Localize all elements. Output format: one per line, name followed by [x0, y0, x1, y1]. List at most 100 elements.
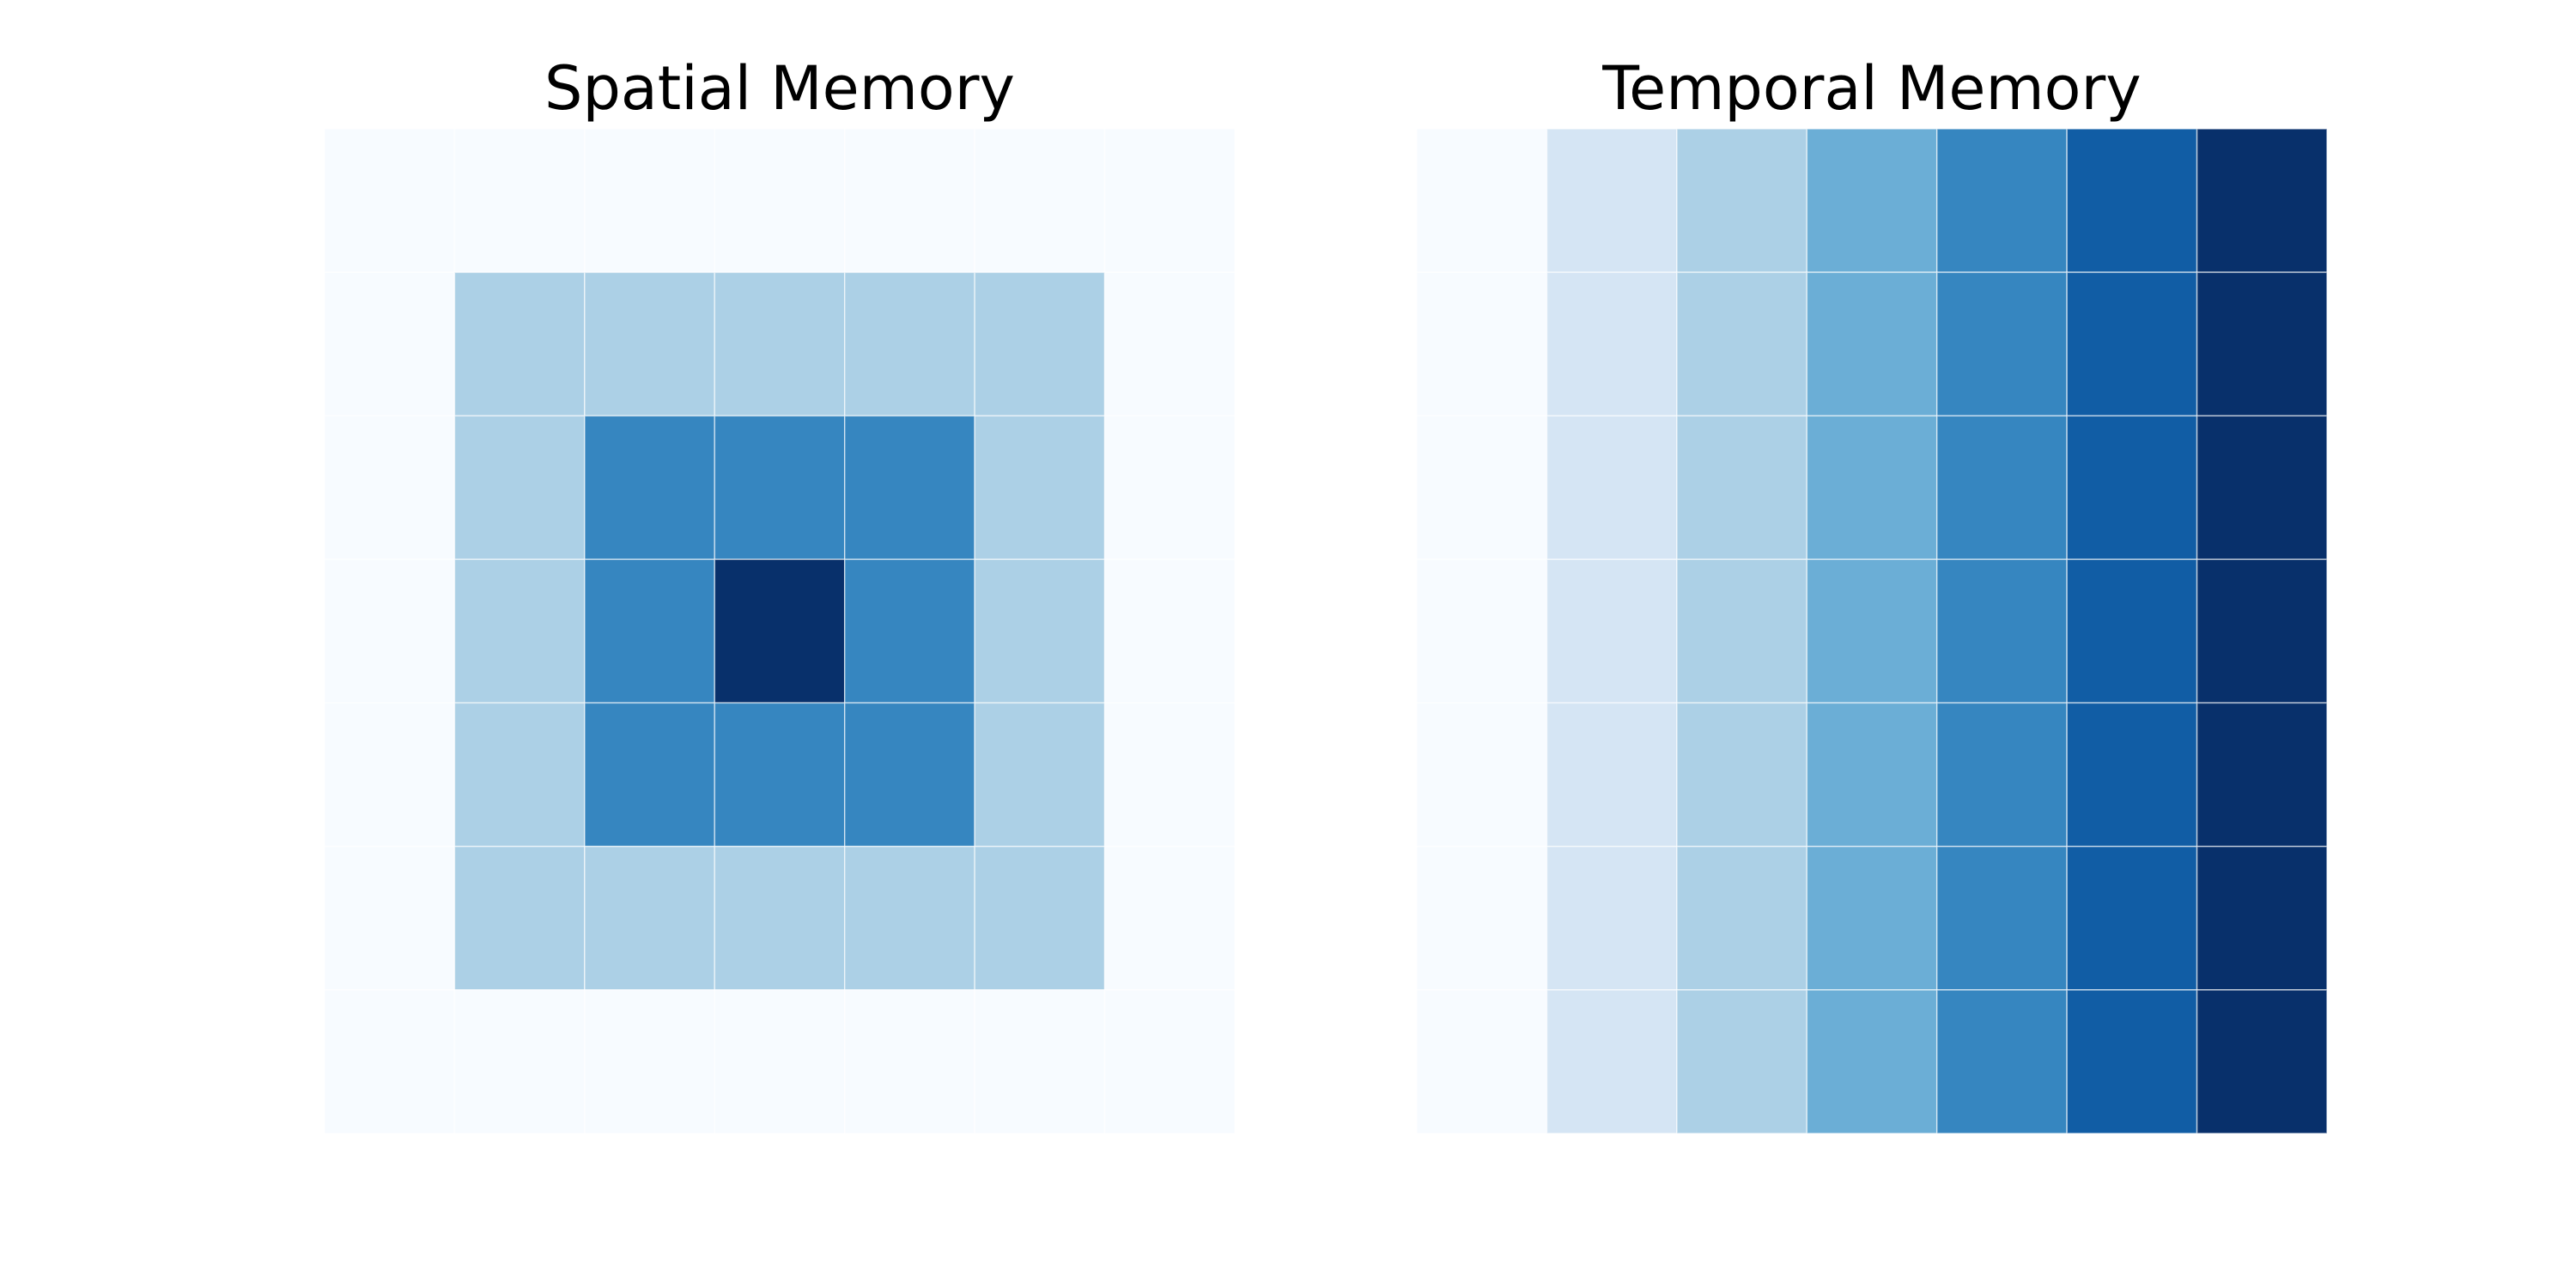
- spatial-memory-cell-r6-c6: [1103, 989, 1235, 1133]
- temporal-memory-cell-r5-c6: [2196, 845, 2327, 991]
- temporal-memory-cell-r3-c2: [1676, 558, 1808, 704]
- temporal-memory-cell-r4-c4: [1935, 702, 2068, 848]
- spatial-memory-cell-r4-c3: [714, 702, 846, 848]
- spatial-memory-cell-r2-c2: [584, 415, 716, 561]
- spatial-memory-cell-r6-c0: [325, 989, 456, 1133]
- temporal-memory-cell-r0-c4: [1935, 129, 2068, 273]
- temporal-memory-title: Temporal Memory: [1602, 53, 2142, 124]
- temporal-memory-cell-r2-c4: [1935, 415, 2068, 561]
- spatial-memory-cell-r6-c2: [584, 989, 716, 1133]
- temporal-memory-cell-r6-c1: [1546, 989, 1678, 1133]
- temporal-memory-cell-r1-c2: [1676, 271, 1808, 417]
- spatial-memory-cell-r3-c5: [974, 558, 1106, 704]
- temporal-memory-cell-r5-c0: [1417, 845, 1548, 991]
- spatial-memory-cell-r6-c5: [974, 989, 1106, 1133]
- spatial-memory-cell-r4-c1: [453, 702, 586, 848]
- spatial-memory-cell-r4-c0: [325, 702, 456, 848]
- temporal-memory-cell-r3-c6: [2196, 558, 2327, 704]
- temporal-memory-cell-r6-c2: [1676, 989, 1808, 1133]
- temporal-memory-cell-r6-c6: [2196, 989, 2327, 1133]
- spatial-memory-heatmap: [325, 129, 1235, 1133]
- spatial-memory-cell-r2-c1: [453, 415, 586, 561]
- temporal-memory-heatmap: [1417, 129, 2327, 1133]
- spatial-memory-cell-r5-c3: [714, 845, 846, 991]
- spatial-memory-cell-r5-c0: [325, 845, 456, 991]
- spatial-memory-cell-r3-c0: [325, 558, 456, 704]
- spatial-memory-cell-r1-c2: [584, 271, 716, 417]
- spatial-memory-cell-r6-c4: [843, 989, 975, 1133]
- temporal-memory-cell-r1-c3: [1806, 271, 1938, 417]
- spatial-memory-cell-r2-c3: [714, 415, 846, 561]
- temporal-memory-cell-r6-c0: [1417, 989, 1548, 1133]
- temporal-memory-cell-r3-c0: [1417, 558, 1548, 704]
- spatial-memory-cell-r0-c5: [974, 129, 1106, 273]
- spatial-memory-cell-r2-c6: [1103, 415, 1235, 561]
- temporal-memory-cell-r1-c4: [1935, 271, 2068, 417]
- spatial-memory-cell-r3-c1: [453, 558, 586, 704]
- temporal-memory-cell-r1-c1: [1546, 271, 1678, 417]
- temporal-memory-heatmap-svg: [1417, 129, 2327, 1133]
- spatial-memory-cell-r1-c0: [325, 271, 456, 417]
- temporal-memory-cell-r6-c4: [1935, 989, 2068, 1133]
- spatial-memory-cell-r5-c6: [1103, 845, 1235, 991]
- spatial-memory-cell-r0-c2: [584, 129, 716, 273]
- spatial-memory-cell-r6-c1: [453, 989, 586, 1133]
- spatial-memory-cell-r1-c1: [453, 271, 586, 417]
- temporal-memory-cell-r5-c4: [1935, 845, 2068, 991]
- temporal-memory-cell-r6-c5: [2066, 989, 2198, 1133]
- spatial-memory-title: Spatial Memory: [544, 53, 1015, 124]
- temporal-memory-cell-r2-c5: [2066, 415, 2198, 561]
- temporal-memory-cell-r3-c5: [2066, 558, 2198, 704]
- temporal-memory-cell-r4-c0: [1417, 702, 1548, 848]
- spatial-memory-cell-r5-c1: [453, 845, 586, 991]
- spatial-memory-cell-r0-c3: [714, 129, 846, 273]
- spatial-memory-cell-r0-c6: [1103, 129, 1235, 273]
- temporal-memory-cell-r0-c0: [1417, 129, 1548, 273]
- temporal-memory-cell-r2-c3: [1806, 415, 1938, 561]
- spatial-memory-cell-r1-c5: [974, 271, 1106, 417]
- spatial-memory-cell-r3-c2: [584, 558, 716, 704]
- temporal-memory-cell-r0-c6: [2196, 129, 2327, 273]
- spatial-memory-cell-r5-c2: [584, 845, 716, 991]
- temporal-memory-cell-r0-c2: [1676, 129, 1808, 273]
- temporal-memory-cell-r6-c3: [1806, 989, 1938, 1133]
- spatial-memory-cell-r5-c5: [974, 845, 1106, 991]
- spatial-memory-cell-r0-c4: [843, 129, 975, 273]
- spatial-memory-cell-r1-c4: [843, 271, 975, 417]
- temporal-memory-cell-r2-c1: [1546, 415, 1678, 561]
- temporal-memory-cell-r4-c1: [1546, 702, 1678, 848]
- spatial-memory-cell-r0-c1: [453, 129, 586, 273]
- temporal-memory-cell-r5-c1: [1546, 845, 1678, 991]
- spatial-memory-cell-r0-c0: [325, 129, 456, 273]
- temporal-memory-cell-r5-c5: [2066, 845, 2198, 991]
- spatial-memory-cell-r3-c6: [1103, 558, 1235, 704]
- spatial-memory-cell-r6-c3: [714, 989, 846, 1133]
- temporal-memory-cell-r3-c3: [1806, 558, 1938, 704]
- spatial-memory-heatmap-svg: [325, 129, 1235, 1133]
- spatial-memory-cell-r2-c0: [325, 415, 456, 561]
- spatial-memory-cell-r4-c2: [584, 702, 716, 848]
- temporal-memory-cell-r2-c6: [2196, 415, 2327, 561]
- spatial-memory-cell-r1-c3: [714, 271, 846, 417]
- spatial-memory-cell-r2-c5: [974, 415, 1106, 561]
- temporal-memory-cell-r0-c3: [1806, 129, 1938, 273]
- temporal-memory-cell-r0-c5: [2066, 129, 2198, 273]
- temporal-memory-cell-r1-c0: [1417, 271, 1548, 417]
- temporal-memory-cell-r0-c1: [1546, 129, 1678, 273]
- temporal-memory-cell-r3-c4: [1935, 558, 2068, 704]
- temporal-memory-cell-r3-c1: [1546, 558, 1678, 704]
- temporal-memory-cell-r5-c2: [1676, 845, 1808, 991]
- temporal-memory-cell-r4-c3: [1806, 702, 1938, 848]
- spatial-memory-cell-r2-c4: [843, 415, 975, 561]
- spatial-memory-cell-r3-c4: [843, 558, 975, 704]
- temporal-memory-cell-r4-c5: [2066, 702, 2198, 848]
- spatial-memory-cell-r4-c6: [1103, 702, 1235, 848]
- spatial-memory-cell-r3-c3: [714, 558, 846, 704]
- temporal-memory-cell-r1-c5: [2066, 271, 2198, 417]
- spatial-memory-cell-r4-c4: [843, 702, 975, 848]
- temporal-memory-cell-r2-c0: [1417, 415, 1548, 561]
- spatial-memory-cell-r5-c4: [843, 845, 975, 991]
- temporal-memory-cell-r5-c3: [1806, 845, 1938, 991]
- temporal-memory-cell-r4-c6: [2196, 702, 2327, 848]
- spatial-memory-cell-r4-c5: [974, 702, 1106, 848]
